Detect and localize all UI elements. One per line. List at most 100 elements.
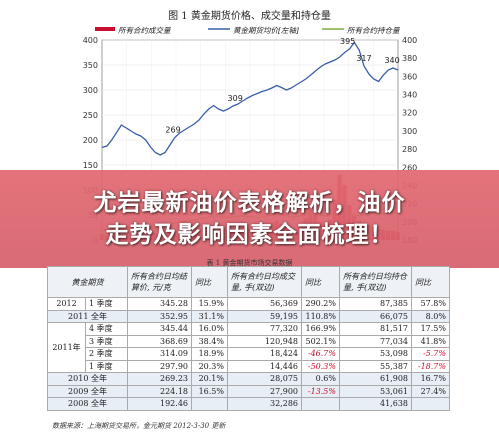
- table-cell: 27.4%: [411, 384, 450, 398]
- table-body: 2012 1 季度 345.28 15.9% 56,369 290.2% 87,385 57.…: [47, 297, 450, 411]
- table-cell: 166.9%: [301, 322, 340, 336]
- annotation-label: 340: [384, 56, 399, 65]
- table-cell: 56,369: [227, 297, 302, 311]
- table-cell: 61,908: [339, 372, 412, 386]
- table-cell: 77,034: [339, 334, 412, 348]
- header-period: 黄金期货: [47, 266, 128, 298]
- header-open-interest-yoy: 同比: [411, 266, 450, 298]
- table-row: 1 季度 297.90 20.3% 14,446 -50.3% 55,387 -18.7%: [48, 359, 450, 373]
- table-cell: 28,075: [227, 372, 302, 386]
- table-cell: 2011年: [47, 322, 86, 373]
- table-cell: 77,320: [227, 322, 302, 336]
- table-cell: 352.95: [127, 309, 192, 323]
- table-row: 2012 1 季度 345.28 15.9% 56,369 290.2% 87,385 57.…: [47, 297, 450, 311]
- left-tick-label: 250: [83, 111, 98, 120]
- right-tick-label: 280: [402, 145, 417, 154]
- table-cell: 38.4%: [191, 334, 228, 348]
- table-cell: -50.3%: [301, 359, 340, 373]
- table-cell: 14,446: [227, 359, 302, 373]
- table-row: 2009 全年 224.18 16.5% 27,900 -13.5% 53,061 27.4…: [47, 384, 450, 398]
- table-row: 2011年 4 季度 345.44 16.0% 77,320 166.9% 81,517 17…: [47, 322, 450, 373]
- legend-label-price: 黄金期货均价[左轴]: [233, 26, 299, 35]
- table-cell: 297.90: [127, 359, 192, 373]
- table-cell: 17.5%: [411, 322, 450, 336]
- headline-line-2: 走势及影响因素全面梳理！: [105, 222, 394, 248]
- table-cell: 2012: [47, 297, 86, 311]
- table-cell: 55,387: [339, 359, 412, 373]
- table-cell: 32,286: [227, 397, 302, 411]
- table-cell: -5.7%: [411, 347, 450, 361]
- table-cell: [191, 397, 228, 411]
- annotation-label: 269: [165, 126, 180, 135]
- table-cell: 110.8%: [301, 309, 340, 323]
- table-cell: 57.8%: [411, 297, 450, 311]
- table-row: 2010 全年 269.23 20.1% 28,075 0.6% 61,908 16.7%: [47, 372, 450, 386]
- table-cell: 66,075: [339, 309, 412, 323]
- table-cell: 16.5%: [191, 384, 228, 398]
- left-tick-label: 300: [83, 86, 98, 95]
- header-volume-yoy: 同比: [301, 266, 340, 298]
- table-cell: 2011 全年: [47, 309, 128, 323]
- left-tick-label: 400: [83, 36, 98, 45]
- right-tick-label: 360: [402, 72, 417, 81]
- annotation-label: 317: [356, 54, 371, 63]
- table-cell: 269.23: [127, 372, 192, 386]
- table-cell: -13.5%: [301, 384, 340, 398]
- price-line: [101, 41, 399, 156]
- table-cell: 502.1%: [301, 334, 340, 348]
- table-cell: 16.0%: [191, 322, 228, 336]
- table-cell: 27,900: [227, 384, 302, 398]
- table-cell: 290.2%: [301, 297, 340, 311]
- table-cell: 41,638: [339, 397, 412, 411]
- right-tick-label: 300: [402, 127, 417, 136]
- right-tick-label: 380: [402, 54, 417, 63]
- table-cell: 1 季度: [85, 297, 128, 311]
- right-tick-label: 400: [402, 36, 417, 45]
- table-cell: 2010 全年: [47, 372, 128, 386]
- right-tick-label: 340: [402, 91, 417, 100]
- table-cell: 53,061: [339, 384, 412, 398]
- table-cell: 87,385: [339, 297, 412, 311]
- data-table: 黄金期货 所有合约日均结算价, 元/克 同比 所有合约日均成交量, 手(双边) …: [47, 266, 450, 411]
- table-cell: 8.0%: [411, 309, 450, 323]
- table-cell: 3 季度: [85, 334, 128, 348]
- header-open-interest: 所有合约日均持仓量, 手(双边): [339, 266, 412, 298]
- table-row: 3 季度 368.69 38.4% 120,948 502.1% 77,034 41.8%: [48, 334, 450, 348]
- table-cell: -46.7%: [301, 347, 340, 361]
- table-row: 2008 全年 192.46 32,286 41,638: [47, 397, 450, 411]
- legend-swatch-volume: [95, 27, 115, 31]
- table-caption: 表 1 黄金期货市场交易数据: [206, 259, 293, 267]
- legend-label-volume: 所有合约成交量: [118, 26, 172, 35]
- table-cell: 2009 全年: [47, 384, 128, 398]
- table-cell: 18,424: [227, 347, 302, 361]
- table-cell: 16.7%: [411, 372, 450, 386]
- table-cell: 120,948: [227, 334, 302, 348]
- table-row: 2011 全年 352.95 31.1% 59,195 110.8% 66,075 8.0%: [47, 309, 450, 323]
- table-cell: 192.46: [127, 397, 192, 411]
- table-cell: 368.69: [127, 334, 192, 348]
- annotation-label: 309: [228, 94, 243, 103]
- headline-line-1: 尤岩最新油价表格解析，油价: [93, 190, 406, 216]
- table-cell: 53,098: [339, 347, 412, 361]
- headline-banner: 尤岩最新油价表格解析，油价 走势及影响因素全面梳理！: [0, 170, 499, 268]
- legend: 所有合约成交量 黄金期货均价[左轴] 所有合约持仓量: [95, 26, 401, 35]
- footnote: 数据来源：上海期货交易所，金元期货 2012-3-30 更新: [52, 422, 226, 430]
- left-tick-label: 200: [83, 136, 98, 145]
- table-cell: 18.9%: [191, 347, 228, 361]
- table-cell: 2008 全年: [47, 397, 128, 411]
- header-price: 所有合约日均结算价, 元/克: [127, 266, 192, 298]
- table-cell: 314.09: [127, 347, 192, 361]
- table-cell: 2 季度: [85, 347, 128, 361]
- table-cell: 1 季度: [85, 359, 128, 373]
- table-cell: [411, 397, 450, 411]
- table-cell: 59,195: [227, 309, 302, 323]
- table-cell: 81,517: [339, 322, 412, 336]
- table-cell: 31.1%: [191, 309, 228, 323]
- annotation-label: 395: [340, 37, 355, 46]
- table-cell: 20.1%: [191, 372, 228, 386]
- table-row: 2 季度 314.09 18.9% 18,424 -46.7% 53,098 -5.7%: [48, 347, 450, 361]
- table-cell: [301, 397, 340, 411]
- table-cell: 345.28: [127, 297, 192, 311]
